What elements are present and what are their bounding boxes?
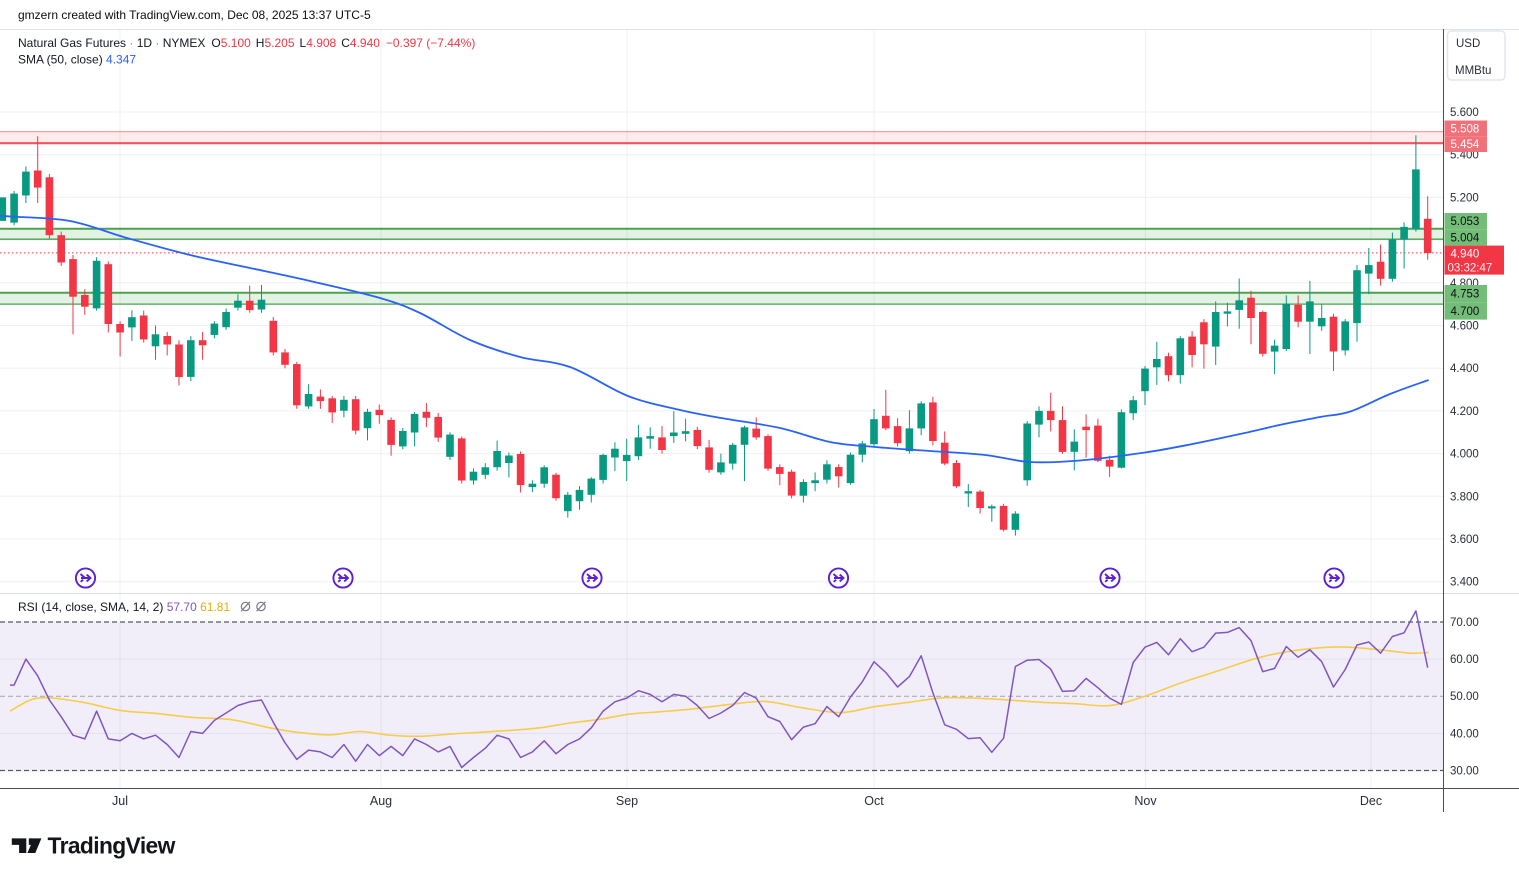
svg-text:SMA (50, close) 4.347: SMA (50, close) 4.347 [18,53,136,67]
svg-text:5.400: 5.400 [1450,150,1479,162]
svg-text:5.004: 5.004 [1451,232,1480,244]
svg-text:RSI (14, close, SMA, 14, 2) 57: RSI (14, close, SMA, 14, 2) 57.70 61.81 [18,600,230,614]
svg-text:MMBtu: MMBtu [1455,65,1491,77]
svg-text:5.200: 5.200 [1450,192,1479,204]
svg-text:Jul: Jul [112,794,128,808]
svg-text:TradingView: TradingView [48,833,176,859]
svg-text:3.800: 3.800 [1450,491,1479,503]
svg-text:Aug: Aug [370,794,392,808]
svg-text:3.600: 3.600 [1450,534,1479,546]
svg-text:30.00: 30.00 [1450,766,1479,778]
svg-text:03:32:47: 03:32:47 [1448,263,1493,275]
svg-text:4.000: 4.000 [1450,449,1479,461]
svg-text:60.00: 60.00 [1450,654,1479,666]
svg-text:5.454: 5.454 [1451,139,1480,151]
svg-text:4.400: 4.400 [1450,363,1479,375]
svg-text:4.940: 4.940 [1451,249,1480,261]
svg-text:3.400: 3.400 [1450,577,1479,589]
svg-text:5.053: 5.053 [1451,216,1480,228]
svg-text:Natural Gas Futures · 1D · NYM: Natural Gas Futures · 1D · NYMEX O5.100 H5… [18,36,475,50]
svg-text:4.753: 4.753 [1451,289,1480,301]
svg-text:4.700: 4.700 [1451,306,1480,318]
svg-text:5.508: 5.508 [1451,123,1480,135]
svg-text:70.00: 70.00 [1450,617,1479,629]
svg-text:Sep: Sep [616,794,638,808]
svg-text:4.200: 4.200 [1450,406,1479,418]
svg-text:Dec: Dec [1360,794,1382,808]
svg-text:40.00: 40.00 [1450,728,1479,740]
svg-text:gmzern created with TradingVie: gmzern created with TradingView.com, Dec… [18,8,371,22]
svg-text:5.600: 5.600 [1450,107,1479,119]
svg-text:4.600: 4.600 [1450,321,1479,333]
svg-text:USD: USD [1456,38,1480,50]
svg-text:50.00: 50.00 [1450,691,1479,703]
svg-text:Oct: Oct [864,794,884,808]
svg-text:Nov: Nov [1134,794,1157,808]
